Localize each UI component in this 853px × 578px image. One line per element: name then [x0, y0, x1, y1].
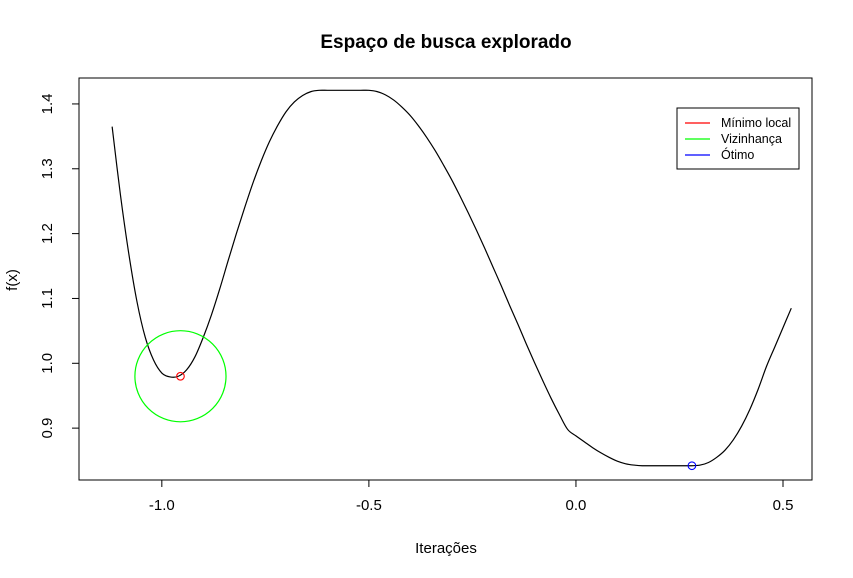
y-tick-label: 0.9 [39, 418, 56, 439]
y-tick-label: 1.4 [39, 94, 56, 115]
plot-marks [111, 89, 792, 471]
local-minimum-point [176, 371, 185, 381]
x-tick-label: 0.0 [566, 497, 587, 514]
neighborhood-circle [134, 330, 227, 423]
y-axis: 0.9 1.0 1.1 1.2 1.3 1.4 [39, 94, 80, 439]
x-tick-label: 0.5 [773, 497, 794, 514]
y-axis-label: f(x) [4, 269, 21, 291]
y-tick-label: 1.0 [39, 353, 56, 374]
series-line-fx [111, 89, 792, 467]
optimum-point [687, 461, 697, 471]
x-axis-label: Iterações [415, 540, 477, 557]
legend-label: Ótimo [721, 147, 754, 162]
legend-label: Mínimo local [721, 116, 791, 130]
x-tick-label: -0.5 [356, 497, 382, 514]
y-tick-label: 1.3 [39, 158, 56, 179]
chart-title: Espaço de busca explorado [320, 32, 571, 53]
y-tick-label: 1.2 [39, 223, 56, 244]
x-axis: -1.0 -0.5 0.0 0.5 [149, 479, 794, 514]
y-tick-label: 1.1 [39, 288, 56, 309]
x-tick-label: -1.0 [149, 497, 175, 514]
legend-label: Vizinhança [721, 132, 782, 146]
